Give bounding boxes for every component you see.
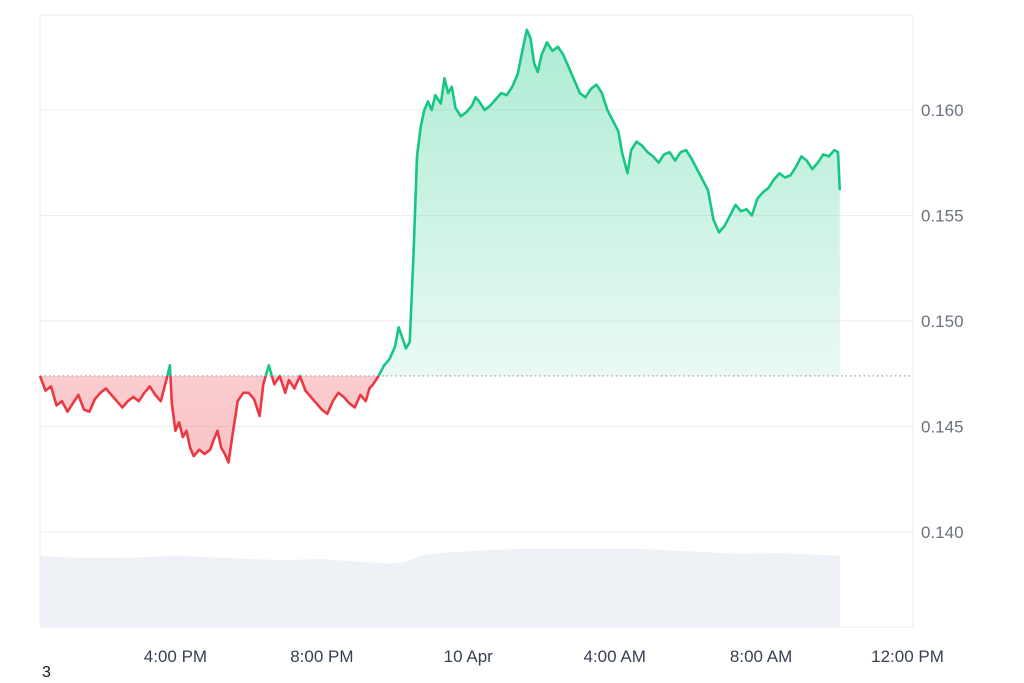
y-tick-label: 0.155 <box>921 206 964 225</box>
y-axis: 0.140 0.145 0.150 0.155 0.160 <box>921 101 964 542</box>
y-tick-label: 0.160 <box>921 101 964 120</box>
price-line-up <box>40 28 842 376</box>
y-tick-label: 0.145 <box>921 418 964 437</box>
y-tick-label: 0.150 <box>921 312 964 331</box>
x-axis: 4:00 PM 8:00 PM 10 Apr 4:00 AM 8:00 AM 12:00 … <box>144 647 944 666</box>
x-tick-label: 8:00 AM <box>730 647 792 666</box>
price-line-down <box>38 375 381 464</box>
x-tick-label: 10 Apr <box>444 647 493 666</box>
x-tick-label: 4:00 PM <box>144 647 207 666</box>
x-tick-label: 4:00 AM <box>583 647 645 666</box>
x-tick-label: 12:00 PM <box>871 647 944 666</box>
y-tick-label: 0.140 <box>921 523 964 542</box>
area-fill-up <box>167 29 840 376</box>
x-tick-label: 8:00 PM <box>290 647 353 666</box>
volume-label: 3 <box>42 664 51 681</box>
volume-area <box>40 548 840 627</box>
